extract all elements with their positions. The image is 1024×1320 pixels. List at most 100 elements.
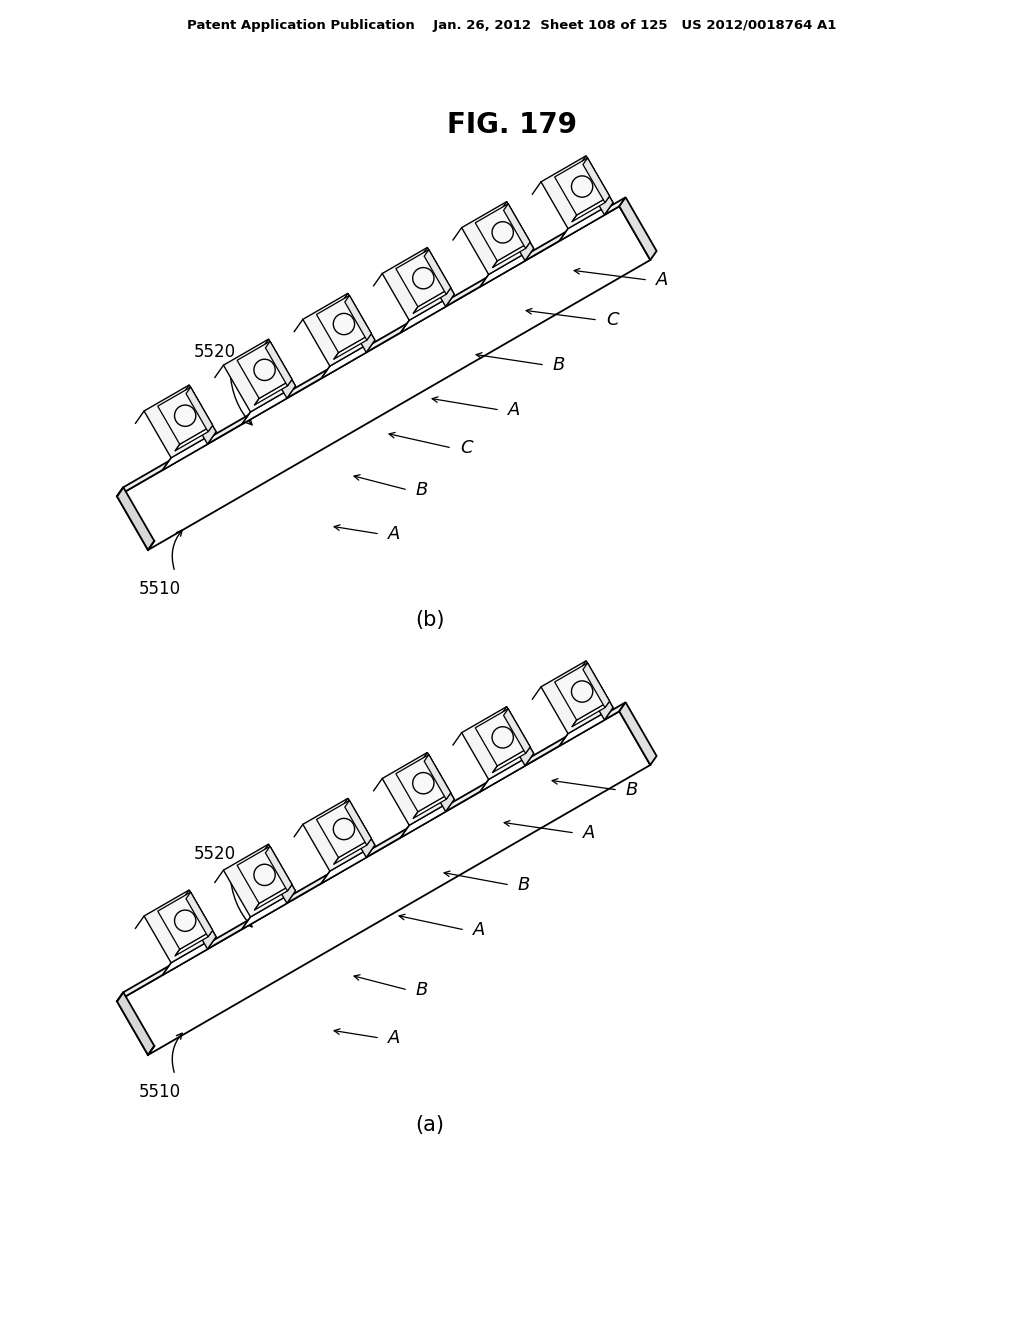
- Polygon shape: [117, 711, 650, 1055]
- Polygon shape: [419, 752, 455, 812]
- Polygon shape: [242, 891, 296, 929]
- Polygon shape: [238, 846, 292, 903]
- Polygon shape: [559, 708, 613, 746]
- Polygon shape: [265, 342, 292, 385]
- Polygon shape: [345, 296, 372, 341]
- Polygon shape: [578, 156, 613, 215]
- Polygon shape: [504, 203, 530, 248]
- Polygon shape: [504, 709, 530, 754]
- Polygon shape: [414, 288, 451, 313]
- Polygon shape: [583, 663, 609, 708]
- Text: B: B: [416, 480, 428, 499]
- Polygon shape: [117, 206, 650, 550]
- Text: A: A: [388, 1030, 400, 1047]
- Text: A: A: [508, 401, 520, 418]
- Polygon shape: [424, 249, 451, 294]
- Polygon shape: [339, 293, 375, 352]
- Polygon shape: [400, 800, 455, 838]
- Polygon shape: [163, 432, 216, 470]
- Polygon shape: [158, 892, 213, 949]
- Polygon shape: [117, 702, 626, 1002]
- Text: B: B: [518, 876, 530, 894]
- Polygon shape: [541, 156, 613, 228]
- Polygon shape: [578, 661, 613, 719]
- Polygon shape: [480, 754, 534, 792]
- Polygon shape: [559, 202, 613, 240]
- Polygon shape: [555, 663, 609, 721]
- Polygon shape: [541, 661, 613, 734]
- Polygon shape: [117, 487, 155, 550]
- Polygon shape: [260, 339, 296, 399]
- Text: B: B: [626, 781, 638, 799]
- Polygon shape: [382, 248, 455, 321]
- Polygon shape: [572, 197, 609, 222]
- Text: 5520: 5520: [194, 343, 237, 360]
- Polygon shape: [345, 800, 372, 845]
- Polygon shape: [572, 701, 609, 726]
- Polygon shape: [583, 158, 609, 203]
- Polygon shape: [498, 706, 534, 766]
- Text: FIG. 179: FIG. 179: [447, 111, 577, 139]
- Polygon shape: [158, 387, 213, 445]
- Polygon shape: [462, 202, 534, 275]
- Text: B: B: [416, 981, 428, 999]
- Polygon shape: [334, 334, 372, 359]
- Polygon shape: [414, 793, 451, 818]
- Polygon shape: [493, 242, 530, 268]
- Polygon shape: [238, 342, 292, 399]
- Polygon shape: [180, 890, 216, 949]
- Polygon shape: [475, 709, 530, 766]
- Text: 5520: 5520: [194, 845, 237, 863]
- Polygon shape: [186, 387, 213, 432]
- Text: 5510: 5510: [139, 579, 181, 598]
- Polygon shape: [117, 197, 626, 496]
- Polygon shape: [255, 884, 292, 909]
- Text: (b): (b): [416, 610, 444, 630]
- Polygon shape: [223, 339, 296, 412]
- Polygon shape: [242, 385, 296, 424]
- Polygon shape: [475, 203, 530, 261]
- Polygon shape: [493, 747, 530, 772]
- Polygon shape: [334, 838, 372, 865]
- Polygon shape: [144, 890, 216, 962]
- Polygon shape: [424, 755, 451, 800]
- Polygon shape: [396, 755, 451, 812]
- Polygon shape: [316, 800, 372, 858]
- Polygon shape: [462, 706, 534, 779]
- Text: 5510: 5510: [139, 1082, 181, 1101]
- Polygon shape: [620, 702, 656, 766]
- Polygon shape: [260, 845, 296, 903]
- Polygon shape: [303, 799, 375, 871]
- Polygon shape: [186, 892, 213, 937]
- Polygon shape: [396, 249, 451, 306]
- Text: A: A: [388, 525, 400, 543]
- Polygon shape: [175, 931, 213, 956]
- Polygon shape: [117, 993, 155, 1055]
- Polygon shape: [419, 248, 455, 306]
- Polygon shape: [265, 846, 292, 891]
- Polygon shape: [339, 799, 375, 858]
- Text: C: C: [606, 312, 618, 329]
- Polygon shape: [480, 248, 534, 286]
- Text: B: B: [553, 356, 565, 374]
- Text: A: A: [583, 824, 595, 842]
- Text: A: A: [656, 271, 669, 289]
- Polygon shape: [498, 202, 534, 261]
- Polygon shape: [620, 197, 656, 260]
- Polygon shape: [180, 385, 216, 444]
- Text: (a): (a): [416, 1115, 444, 1135]
- Polygon shape: [163, 937, 216, 975]
- Polygon shape: [175, 425, 213, 451]
- Text: A: A: [473, 921, 485, 939]
- Polygon shape: [144, 385, 216, 458]
- Polygon shape: [322, 845, 375, 883]
- Polygon shape: [555, 158, 609, 215]
- Polygon shape: [400, 294, 455, 333]
- Text: Patent Application Publication    Jan. 26, 2012  Sheet 108 of 125   US 2012/0018: Patent Application Publication Jan. 26, …: [187, 18, 837, 32]
- Polygon shape: [223, 845, 296, 917]
- Polygon shape: [255, 379, 292, 405]
- Polygon shape: [303, 293, 375, 366]
- Polygon shape: [316, 296, 372, 352]
- Polygon shape: [382, 752, 455, 825]
- Polygon shape: [322, 341, 375, 379]
